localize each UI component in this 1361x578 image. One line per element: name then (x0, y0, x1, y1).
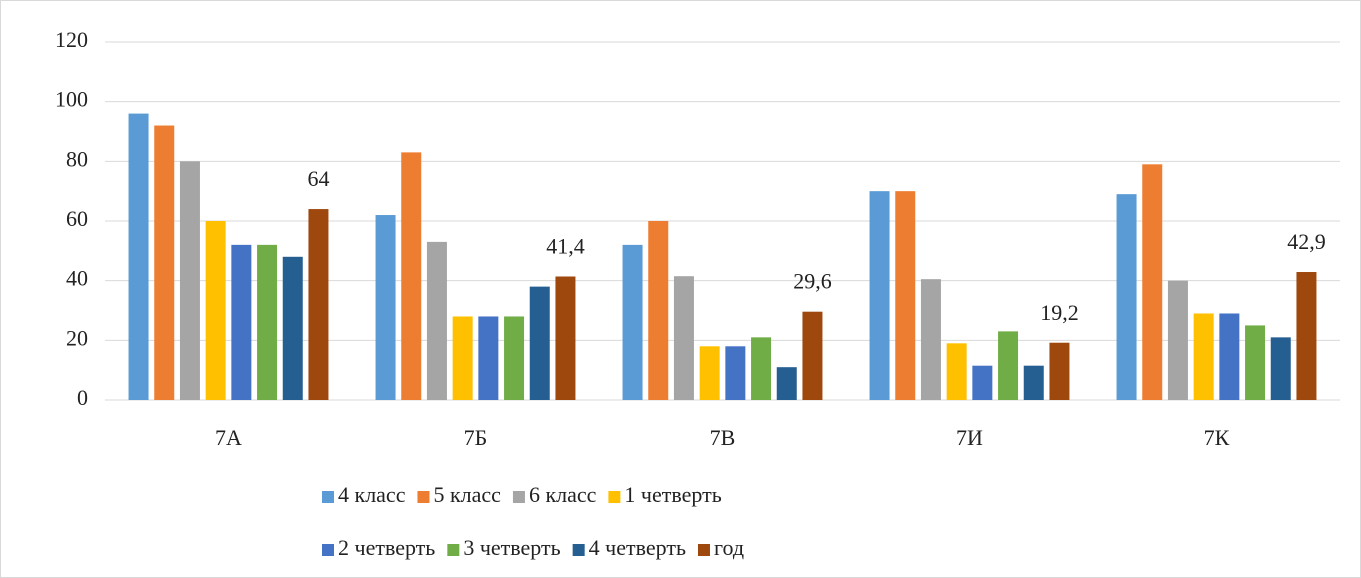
data-label: 42,9 (1287, 229, 1326, 254)
legend-label: 1 четверть (624, 482, 721, 507)
legend-label: 5 класс (433, 482, 501, 507)
bar (426, 241, 447, 400)
bar (529, 286, 550, 400)
bar (401, 152, 422, 400)
bar (673, 276, 694, 400)
bar (154, 125, 175, 401)
legend-swatch (697, 544, 710, 556)
x-tick-label: 7Б (464, 425, 488, 450)
bar (802, 311, 823, 400)
x-tick-label: 7А (215, 425, 242, 450)
bar (1023, 365, 1044, 400)
bar (205, 221, 226, 400)
bar (776, 367, 797, 400)
legend-swatch (322, 491, 334, 503)
bar (622, 244, 643, 400)
bar (257, 244, 278, 400)
bar (869, 191, 890, 400)
bar (1219, 313, 1240, 400)
legend-swatch (417, 491, 430, 503)
data-label: 64 (307, 166, 329, 191)
bar (1270, 337, 1291, 400)
bar (555, 276, 576, 400)
data-label: 19,2 (1040, 300, 1079, 325)
bar (920, 279, 941, 400)
bar (1245, 325, 1266, 400)
y-tick-label: 40 (66, 266, 88, 291)
bar (128, 113, 149, 400)
legend-swatch (512, 491, 525, 503)
y-tick-label: 120 (55, 27, 88, 52)
legend-swatch (572, 544, 585, 556)
bar (648, 221, 669, 400)
bar (751, 337, 772, 400)
y-tick-label: 60 (66, 206, 88, 231)
bar (504, 316, 525, 400)
legend-label: 2 четверть (338, 535, 435, 560)
legend-swatch (322, 544, 334, 556)
data-label: 41,4 (546, 234, 585, 259)
bar (1142, 164, 1163, 400)
bar (1116, 194, 1137, 400)
bar (725, 346, 746, 400)
legend-label: 6 класс (529, 482, 597, 507)
bar (699, 346, 720, 400)
legend-swatch (447, 544, 460, 556)
y-tick-label: 20 (66, 325, 88, 350)
legend-label: 3 четверть (463, 535, 560, 560)
data-label: 29,6 (793, 269, 832, 294)
bar (231, 244, 252, 400)
bar (282, 256, 303, 400)
bar (452, 316, 473, 400)
legend-label: 4 четверть (589, 535, 686, 560)
bar (179, 161, 200, 400)
x-tick-label: 7И (956, 425, 983, 450)
bar (1193, 313, 1214, 400)
bar (972, 365, 993, 400)
bar (308, 209, 329, 400)
y-tick-label: 0 (77, 385, 88, 410)
bar (1296, 272, 1317, 400)
legend-swatch (608, 491, 621, 503)
bar (478, 316, 499, 400)
y-tick-label: 100 (55, 87, 88, 112)
legend-label: год (714, 535, 744, 560)
bar (1167, 280, 1188, 400)
bar (1049, 342, 1070, 400)
y-tick-label: 80 (66, 146, 88, 171)
legend-label: 4 класс (338, 482, 406, 507)
bar (998, 331, 1019, 400)
x-tick-label: 7В (710, 425, 736, 450)
x-tick-label: 7К (1204, 425, 1230, 450)
bar (946, 343, 967, 400)
bar (895, 191, 916, 400)
bar (375, 215, 396, 400)
